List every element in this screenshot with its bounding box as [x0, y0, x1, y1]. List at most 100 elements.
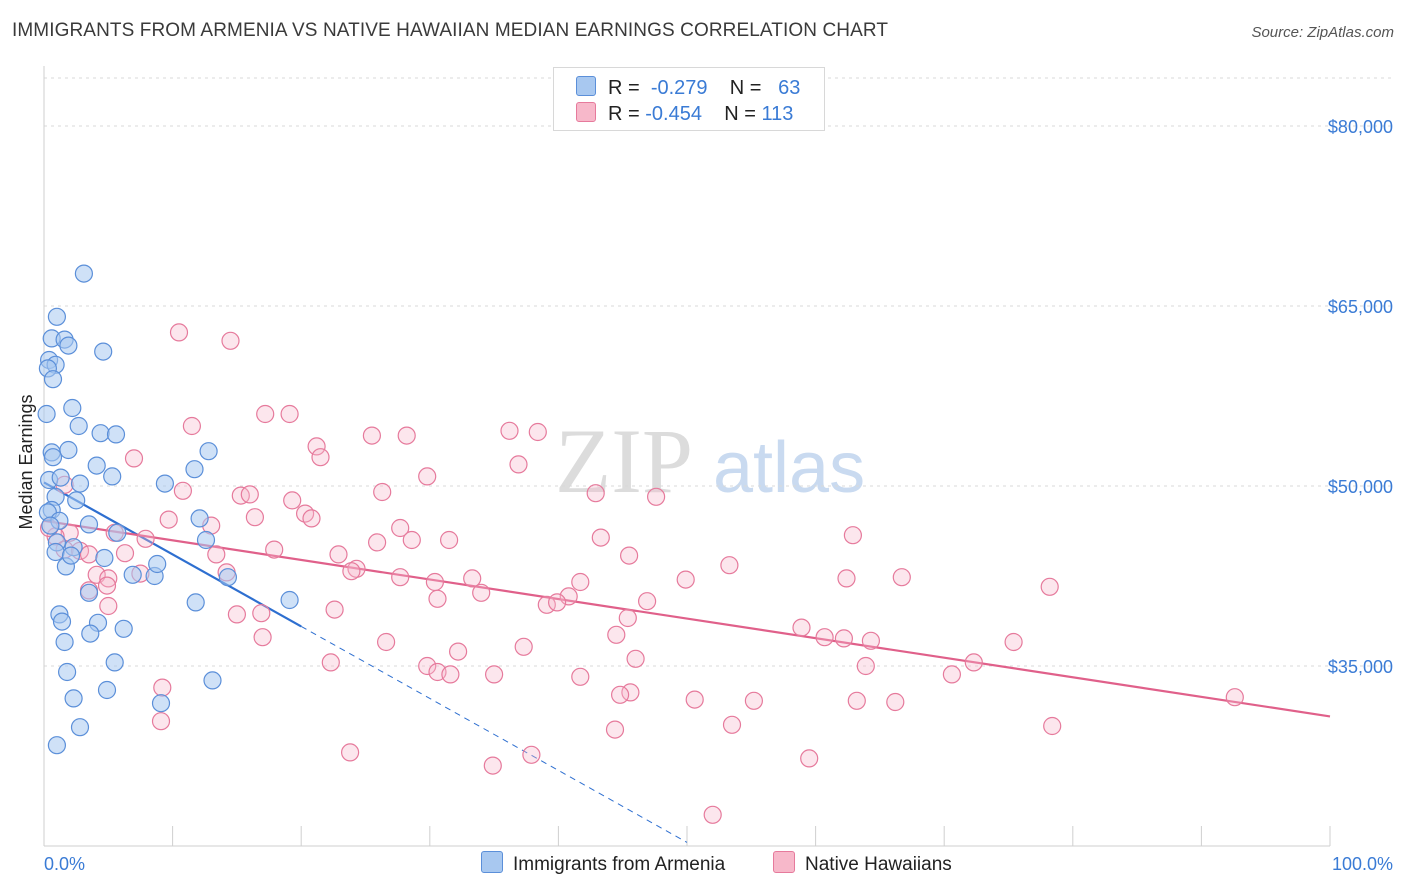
legend-swatch-pink	[773, 851, 795, 873]
point-native-hawaiian	[425, 572, 444, 592]
point-native-hawaiian	[509, 455, 528, 474]
point-armenia	[151, 694, 171, 713]
point-native-hawaiian	[815, 628, 834, 647]
legend-swatch-blue	[576, 76, 596, 96]
point-armenia	[52, 612, 72, 631]
point-native-hawaiian	[605, 720, 625, 739]
point-armenia	[91, 424, 110, 443]
point-native-hawaiian	[99, 596, 118, 616]
point-native-hawaiian	[472, 583, 491, 602]
point-native-hawaiian	[136, 529, 155, 548]
point-native-hawaiian	[834, 629, 854, 648]
point-native-hawaiian	[173, 481, 192, 500]
point-native-hawaiian	[942, 665, 962, 684]
y-tick-label: $50,000	[1328, 477, 1393, 497]
legend-r-value: -0.279	[650, 77, 708, 99]
point-native-hawaiian	[547, 593, 567, 612]
point-native-hawaiian	[221, 331, 240, 350]
point-armenia	[51, 468, 70, 487]
point-native-hawaiian	[311, 448, 330, 467]
point-native-hawaiian	[362, 426, 381, 445]
point-native-hawaiian	[637, 592, 657, 611]
point-native-hawaiian	[792, 618, 811, 637]
point-native-hawaiian	[528, 422, 547, 442]
legend-n-label: N =	[724, 103, 756, 125]
point-native-hawaiian	[559, 587, 578, 606]
point-native-hawaiian	[861, 631, 881, 650]
legend-n-value: 63	[778, 77, 801, 99]
point-native-hawaiian	[607, 625, 626, 644]
point-native-hawaiian	[463, 569, 482, 588]
point-native-hawaiian	[722, 715, 742, 734]
point-armenia	[43, 370, 63, 389]
watermark-zip: ZIP	[555, 410, 693, 512]
point-armenia	[105, 653, 124, 672]
point-native-hawaiian	[373, 482, 392, 502]
point-native-hawaiian	[240, 485, 259, 504]
point-native-hawaiian	[1225, 688, 1244, 707]
point-armenia	[47, 736, 67, 755]
point-native-hawaiian	[618, 608, 637, 628]
point-native-hawaiian	[97, 576, 117, 595]
x-tick-label-max: 100.0%	[1332, 854, 1393, 874]
point-native-hawaiian	[500, 421, 519, 440]
point-native-hawaiian	[522, 745, 541, 764]
point-native-hawaiian	[283, 491, 302, 510]
legend-swatch-pink	[576, 102, 596, 122]
axis-labels: $35,000 $50,000 $65,000 $80,000 0.0% 100.0% Me…	[16, 117, 1393, 874]
legend-item-hawaiians: Native Hawaiians	[773, 851, 952, 876]
point-native-hawaiian	[252, 604, 271, 623]
point-native-hawaiian	[307, 437, 326, 456]
point-armenia	[64, 689, 83, 708]
trend-line-armenia	[43, 481, 302, 628]
point-native-hawaiian	[886, 692, 905, 712]
point-native-hawaiian	[843, 526, 863, 545]
point-armenia	[47, 307, 67, 326]
point-armenia	[185, 460, 204, 479]
point-armenia	[155, 474, 174, 493]
x-tick-label-min: 0.0%	[44, 854, 85, 874]
point-armenia	[203, 671, 222, 690]
point-armenia	[63, 398, 82, 418]
point-native-hawaiian	[837, 569, 856, 588]
chart-title: IMMIGRANTS FROM ARMENIA VS NATIVE HAWAII…	[12, 20, 889, 41]
point-native-hawaiian	[245, 508, 264, 527]
point-native-hawaiian	[377, 632, 396, 652]
point-native-hawaiian	[571, 572, 590, 592]
point-native-hawaiian	[253, 628, 272, 647]
point-native-hawaiian	[676, 570, 695, 589]
point-native-hawaiian	[151, 712, 171, 731]
point-native-hawaiian	[329, 545, 348, 564]
point-armenia	[196, 530, 216, 550]
point-native-hawaiian	[124, 449, 144, 468]
point-native-hawaiian	[892, 568, 911, 587]
point-armenia	[123, 565, 142, 584]
point-native-hawaiian	[159, 510, 178, 529]
point-native-hawaiian	[265, 540, 284, 559]
source-attribution: Source: ZipAtlas.com	[1251, 24, 1394, 41]
point-armenia	[108, 523, 127, 542]
point-native-hawaiian	[325, 600, 344, 619]
point-native-hawaiian	[256, 404, 275, 424]
point-native-hawaiian	[1004, 632, 1023, 652]
point-native-hawaiian	[485, 665, 504, 684]
y-tick-label: $35,000	[1328, 657, 1393, 677]
point-armenia	[218, 568, 237, 587]
watermark-atlas: atlas	[713, 428, 865, 508]
point-native-hawaiian	[321, 653, 340, 672]
point-armenia	[61, 546, 81, 565]
point-native-hawaiian	[391, 568, 410, 587]
point-armenia	[41, 516, 60, 535]
point-native-hawaiian	[483, 756, 502, 775]
correlation-legend: R = -0.279 N = 63 R = -0.454 N = 113	[553, 67, 825, 131]
point-armenia	[67, 491, 86, 510]
point-native-hawaiian	[514, 637, 533, 656]
point-native-hawaiian	[169, 323, 189, 342]
point-native-hawaiian	[964, 653, 983, 672]
point-armenia	[79, 583, 99, 602]
point-native-hawaiian	[571, 667, 590, 686]
point-armenia	[280, 590, 299, 610]
point-armenia	[59, 336, 78, 355]
point-armenia	[55, 632, 74, 652]
